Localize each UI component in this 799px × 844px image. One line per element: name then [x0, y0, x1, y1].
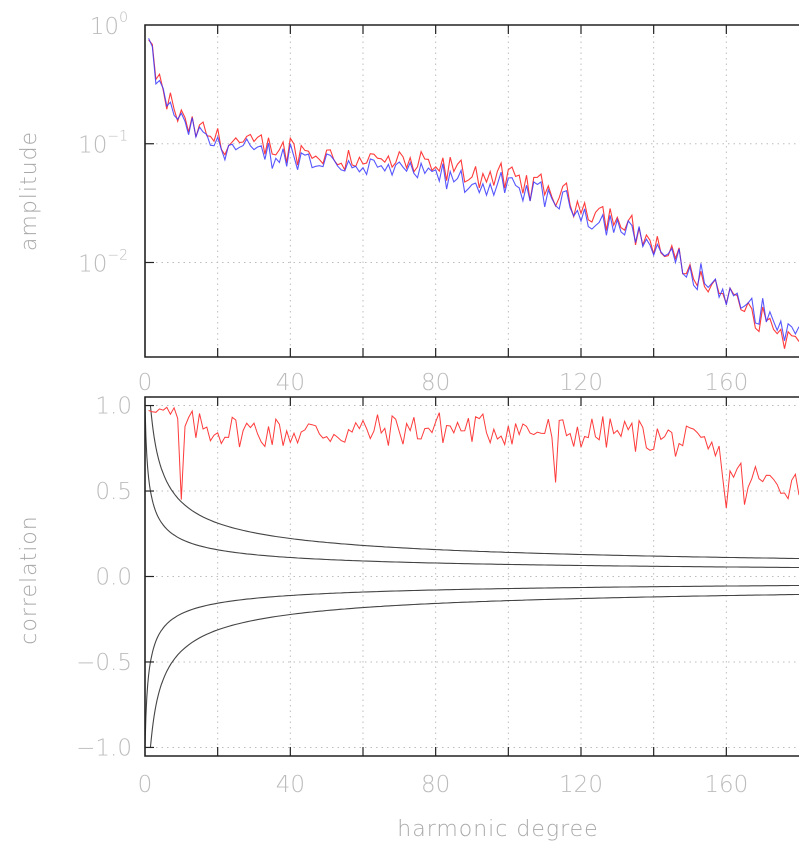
x-tick-label: 40 [276, 772, 305, 798]
correlation-panel: 0 40 80 120 160 1.0 0.5 0.0 −0.5 −1.0 correlation h… [17, 394, 799, 842]
x-tick-label: 80 [421, 370, 450, 396]
significance-curve [144, 405, 799, 569]
y-tick-label: −1.0 [76, 735, 132, 761]
significance-curve [145, 404, 799, 560]
x-axis-title: harmonic degree [397, 817, 598, 842]
x-tick-label: 0 [138, 772, 153, 798]
y-tick-label: 0.0 [95, 565, 132, 591]
x-tick-label: 0 [138, 370, 153, 396]
y-tick-label: 100 [90, 10, 128, 40]
y-tick-label: 1.0 [95, 394, 132, 420]
x-tick-label: 120 [559, 370, 603, 396]
y-tick-label: −0.5 [76, 650, 132, 676]
y-tick-label: 0.5 [95, 479, 132, 505]
x-tick-label: 40 [276, 370, 305, 396]
x-tick-label: 160 [704, 370, 748, 396]
series-line-correlation [148, 406, 799, 509]
y-axis-title: correlation [17, 515, 42, 644]
series-line-red [148, 39, 799, 349]
plot-frame [144, 24, 799, 358]
y-tick-label: 10−2 [78, 247, 128, 277]
x-tick-label: 80 [421, 772, 450, 798]
y-tick-label: 10−1 [78, 129, 128, 159]
series-line-blue [148, 38, 799, 341]
y-axis-title: amplitude [17, 131, 42, 251]
significance-curve [144, 584, 799, 748]
significance-curve [145, 593, 799, 749]
x-tick-label: 120 [559, 772, 603, 798]
x-tick-label: 160 [704, 772, 748, 798]
amplitude-panel: 0 40 80 120 160 100 10−1 10−2 amplitude [17, 10, 799, 396]
